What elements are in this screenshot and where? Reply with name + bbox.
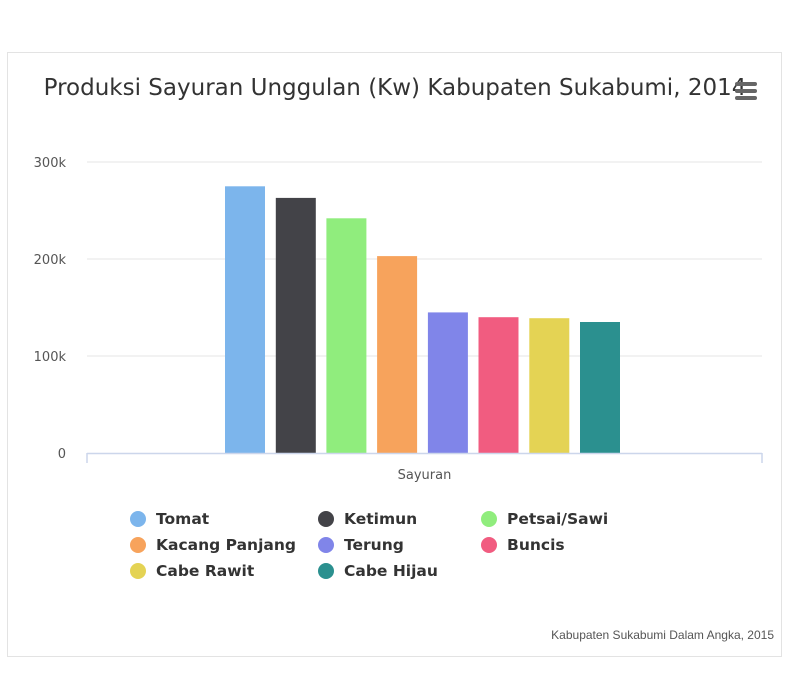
bar-ketimun[interactable] bbox=[275, 197, 316, 453]
legend-label: Petsai/Sawi bbox=[507, 510, 609, 528]
legend-item[interactable]: Terung bbox=[318, 534, 481, 556]
y-tick-label: 0 bbox=[58, 447, 66, 462]
bar-kacang-panjang[interactable] bbox=[377, 256, 418, 453]
bar-tomat[interactable] bbox=[225, 186, 265, 454]
legend-label: Cabe Hijau bbox=[344, 562, 438, 580]
legend: Tomat Ketimun Petsai/Sawi Kacang Panjang Ter… bbox=[130, 508, 690, 582]
legend-marker bbox=[481, 511, 497, 527]
legend-marker bbox=[130, 537, 146, 553]
y-tick-label: 100k bbox=[34, 350, 67, 365]
legend-item[interactable]: Buncis bbox=[481, 534, 661, 556]
legend-label: Buncis bbox=[507, 536, 565, 554]
bars bbox=[225, 186, 620, 454]
legend-marker bbox=[318, 563, 334, 579]
y-tick-label: 300k bbox=[34, 156, 67, 171]
legend-marker bbox=[318, 511, 334, 527]
y-axis-ticks: 0 100k 200k 300k bbox=[34, 156, 67, 462]
legend-item[interactable]: Petsai/Sawi bbox=[481, 508, 661, 530]
legend-item[interactable]: Cabe Hijau bbox=[318, 560, 481, 582]
legend-marker bbox=[481, 537, 497, 553]
bar-terung[interactable] bbox=[427, 312, 468, 453]
chart-menu-icon[interactable] bbox=[733, 80, 759, 102]
chart-title: Produksi Sayuran Unggulan (Kw) Kabupaten… bbox=[43, 75, 747, 101]
x-axis: Sayuran bbox=[86, 452, 763, 483]
legend-item[interactable]: Kacang Panjang bbox=[130, 534, 318, 556]
legend-label: Ketimun bbox=[344, 510, 418, 528]
bar-cabe-rawit[interactable] bbox=[529, 318, 570, 453]
gridlines bbox=[87, 161, 762, 357]
y-tick-label: 200k bbox=[34, 253, 67, 268]
chart-credits[interactable]: Kabupaten Sukabumi Dalam Angka, 2015 bbox=[551, 628, 774, 642]
legend-item[interactable]: Cabe Rawit bbox=[130, 560, 318, 582]
legend-label: Terung bbox=[344, 536, 404, 554]
legend-marker bbox=[318, 537, 334, 553]
bar-buncis[interactable] bbox=[478, 317, 519, 453]
bar-cabe-hijau[interactable] bbox=[580, 322, 620, 453]
x-category-label: Sayuran bbox=[398, 468, 452, 483]
legend-label: Tomat bbox=[156, 510, 210, 528]
legend-item[interactable]: Ketimun bbox=[318, 508, 481, 530]
legend-marker bbox=[130, 563, 146, 579]
legend-item[interactable]: Tomat bbox=[130, 508, 318, 530]
bar-petsai-sawi[interactable] bbox=[326, 218, 367, 453]
legend-marker bbox=[130, 511, 146, 527]
legend-label: Cabe Rawit bbox=[156, 562, 255, 580]
legend-label: Kacang Panjang bbox=[156, 536, 296, 554]
